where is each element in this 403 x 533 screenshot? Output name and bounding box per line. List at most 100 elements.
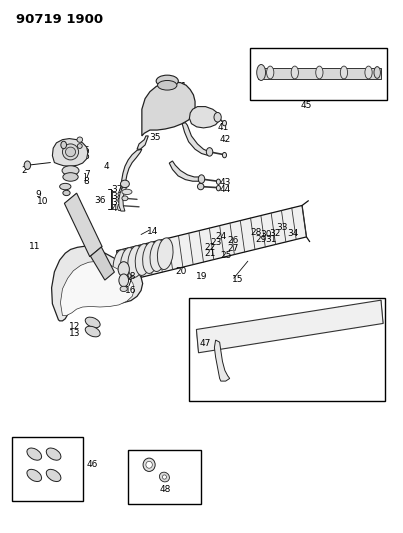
Ellipse shape	[122, 189, 132, 195]
Text: 24: 24	[215, 232, 226, 241]
Polygon shape	[189, 107, 220, 128]
Text: 33: 33	[276, 223, 288, 231]
Ellipse shape	[365, 66, 372, 79]
Ellipse shape	[122, 196, 128, 201]
Text: 90719 1900: 90719 1900	[16, 13, 103, 26]
Bar	[128, 450, 201, 504]
Text: 21: 21	[204, 249, 215, 257]
Text: 40: 40	[111, 205, 123, 213]
Ellipse shape	[222, 120, 226, 126]
Ellipse shape	[128, 246, 143, 277]
Ellipse shape	[156, 75, 179, 87]
Polygon shape	[196, 300, 383, 353]
Polygon shape	[169, 161, 201, 181]
Ellipse shape	[214, 112, 221, 122]
Ellipse shape	[77, 137, 83, 142]
Text: 26: 26	[227, 237, 239, 245]
Text: 16: 16	[125, 286, 137, 295]
Ellipse shape	[160, 472, 169, 482]
Ellipse shape	[63, 190, 70, 196]
Polygon shape	[121, 149, 142, 189]
Text: 22: 22	[204, 244, 215, 252]
Text: 45: 45	[301, 101, 312, 110]
Text: 38: 38	[111, 192, 123, 200]
Ellipse shape	[316, 66, 323, 79]
Text: 10: 10	[37, 197, 48, 206]
Text: 6: 6	[84, 152, 89, 161]
Ellipse shape	[120, 248, 136, 279]
Polygon shape	[117, 205, 306, 282]
Text: 41: 41	[218, 124, 229, 132]
Text: 9: 9	[35, 190, 41, 198]
Text: 3: 3	[58, 149, 63, 158]
Ellipse shape	[135, 244, 151, 276]
Polygon shape	[182, 123, 210, 156]
Text: 29: 29	[256, 236, 267, 244]
Text: 28: 28	[250, 229, 262, 237]
Ellipse shape	[85, 317, 100, 328]
Text: 39: 39	[111, 198, 123, 207]
Circle shape	[61, 141, 66, 149]
Text: 1: 1	[181, 82, 186, 91]
Text: 47: 47	[200, 340, 211, 348]
Circle shape	[118, 262, 129, 277]
Ellipse shape	[216, 179, 220, 184]
Polygon shape	[52, 246, 143, 321]
Ellipse shape	[62, 166, 79, 175]
Text: 34: 34	[288, 229, 299, 238]
Polygon shape	[90, 247, 114, 280]
Ellipse shape	[143, 458, 155, 471]
Bar	[258, 68, 381, 79]
Circle shape	[119, 274, 129, 287]
Text: 44: 44	[220, 185, 231, 194]
Ellipse shape	[198, 175, 205, 183]
Ellipse shape	[150, 240, 166, 271]
Ellipse shape	[146, 461, 152, 468]
Polygon shape	[52, 139, 88, 166]
Text: 48: 48	[160, 485, 171, 494]
Text: 8: 8	[84, 177, 89, 185]
Text: 4: 4	[104, 162, 110, 171]
Polygon shape	[142, 82, 195, 136]
Polygon shape	[64, 193, 102, 257]
Ellipse shape	[206, 148, 213, 156]
Text: 13: 13	[69, 329, 80, 338]
Polygon shape	[214, 340, 230, 381]
Text: 20: 20	[176, 268, 187, 276]
Bar	[250, 48, 387, 100]
Ellipse shape	[257, 64, 266, 80]
Bar	[12, 437, 83, 501]
Polygon shape	[60, 261, 134, 316]
Text: 11: 11	[29, 242, 40, 251]
Text: 19: 19	[196, 272, 207, 280]
Ellipse shape	[60, 183, 71, 190]
Ellipse shape	[85, 326, 100, 337]
Text: 43: 43	[220, 178, 231, 187]
Ellipse shape	[62, 144, 79, 160]
Text: 37: 37	[111, 185, 123, 194]
Ellipse shape	[46, 470, 61, 481]
Polygon shape	[137, 136, 148, 149]
Ellipse shape	[120, 180, 129, 188]
Ellipse shape	[120, 286, 127, 292]
Polygon shape	[119, 187, 127, 211]
Text: 32: 32	[269, 229, 280, 238]
Ellipse shape	[77, 144, 82, 149]
Text: 14: 14	[147, 228, 159, 236]
Text: 17: 17	[123, 279, 134, 288]
Ellipse shape	[222, 152, 226, 158]
Ellipse shape	[63, 173, 78, 181]
Ellipse shape	[65, 147, 75, 157]
Ellipse shape	[162, 475, 166, 479]
Ellipse shape	[27, 448, 42, 460]
Text: 23: 23	[210, 238, 221, 247]
Text: 7: 7	[84, 171, 89, 179]
Text: 15: 15	[232, 276, 243, 284]
Ellipse shape	[113, 249, 129, 281]
Text: 27: 27	[227, 245, 239, 253]
Bar	[189, 298, 385, 401]
Ellipse shape	[291, 66, 298, 79]
Text: 5: 5	[84, 146, 89, 155]
Text: 18: 18	[125, 272, 137, 280]
Ellipse shape	[197, 183, 204, 190]
